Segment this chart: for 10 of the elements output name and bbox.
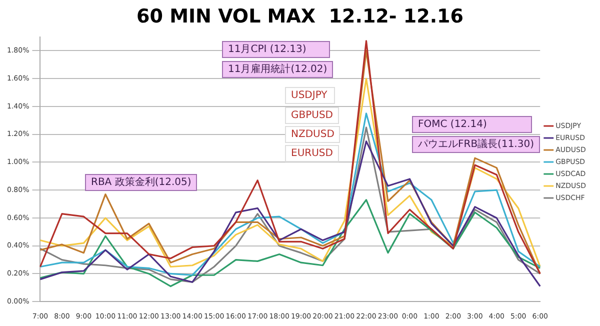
note-box: GBPUSD (285, 107, 340, 124)
note-box: FOMC (12.14) (412, 116, 532, 133)
note-box: パウエルFRB議長(11.30) (412, 136, 540, 153)
note-box: 11月CPI (12.13) (222, 41, 330, 58)
note-box: EURUSD (285, 145, 339, 162)
note-box: NZDUSD (285, 126, 340, 143)
chart-title: 60 MIN VOL MAX 12.12- 12.16 (136, 5, 464, 28)
note-box: USDJPY (285, 87, 335, 104)
note-box: RBA 政策金利(12.05) (85, 174, 198, 191)
note-box: 11月雇用統計(12.02) (222, 61, 334, 78)
